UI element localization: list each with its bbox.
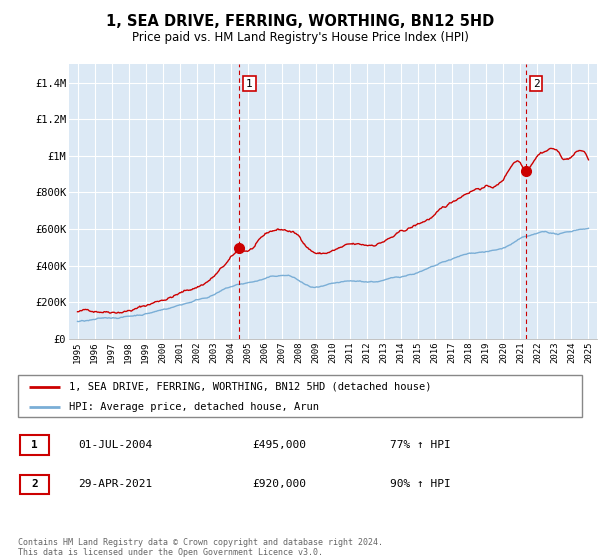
Text: Price paid vs. HM Land Registry's House Price Index (HPI): Price paid vs. HM Land Registry's House … bbox=[131, 31, 469, 44]
Text: £495,000: £495,000 bbox=[252, 440, 306, 450]
Text: 01-JUL-2004: 01-JUL-2004 bbox=[78, 440, 152, 450]
Text: 1: 1 bbox=[31, 440, 38, 450]
Text: Contains HM Land Registry data © Crown copyright and database right 2024.
This d: Contains HM Land Registry data © Crown c… bbox=[18, 538, 383, 557]
Text: 1: 1 bbox=[246, 78, 253, 88]
Text: 90% ↑ HPI: 90% ↑ HPI bbox=[390, 479, 451, 489]
Text: 77% ↑ HPI: 77% ↑ HPI bbox=[390, 440, 451, 450]
Text: £920,000: £920,000 bbox=[252, 479, 306, 489]
Bar bbox=[20, 435, 49, 455]
Text: HPI: Average price, detached house, Arun: HPI: Average price, detached house, Arun bbox=[69, 402, 319, 412]
Text: 2: 2 bbox=[31, 479, 38, 489]
Bar bbox=[20, 474, 49, 494]
Text: 2: 2 bbox=[533, 78, 539, 88]
Text: 29-APR-2021: 29-APR-2021 bbox=[78, 479, 152, 489]
Text: 1, SEA DRIVE, FERRING, WORTHING, BN12 5HD (detached house): 1, SEA DRIVE, FERRING, WORTHING, BN12 5H… bbox=[69, 382, 431, 392]
Text: 1, SEA DRIVE, FERRING, WORTHING, BN12 5HD: 1, SEA DRIVE, FERRING, WORTHING, BN12 5H… bbox=[106, 14, 494, 29]
